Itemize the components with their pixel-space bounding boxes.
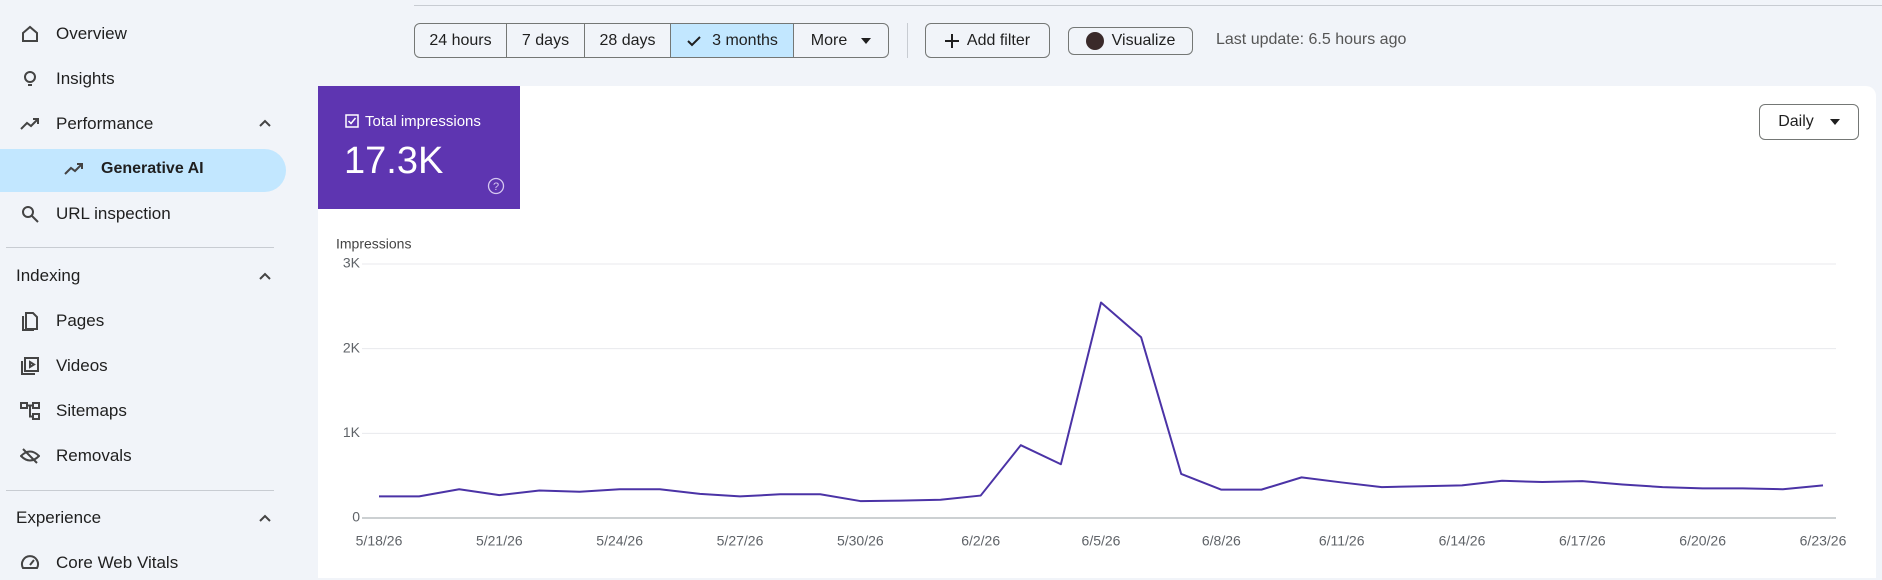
caret bbox=[861, 37, 872, 44]
nav-highlight bbox=[0, 149, 286, 192]
icon bbox=[24, 71, 36, 86]
icon bbox=[20, 118, 39, 130]
collapse-icon[interactable] bbox=[258, 118, 272, 128]
range-button[interactable]: 24 hours bbox=[414, 23, 507, 58]
icon bbox=[21, 357, 39, 375]
chart-card bbox=[318, 86, 1876, 578]
section-title[interactable]: Experience bbox=[16, 508, 102, 527]
range-button-selected[interactable]: 3 months bbox=[670, 23, 794, 58]
icon bbox=[20, 448, 40, 464]
nav-item[interactable]: Overview bbox=[56, 24, 127, 43]
nav-item[interactable]: Pages bbox=[56, 311, 105, 330]
add-filter-button[interactable]: Add filter bbox=[925, 23, 1050, 58]
x-tick-label: 6/20/26 bbox=[1679, 533, 1726, 549]
section-title[interactable]: Indexing bbox=[16, 266, 81, 285]
icon bbox=[20, 402, 40, 420]
nav-item[interactable]: Core Web Vitals bbox=[56, 553, 179, 572]
checkbox[interactable] bbox=[345, 114, 359, 128]
label: Add filter bbox=[966, 31, 1031, 49]
x-tick-label: 6/5/26 bbox=[1082, 533, 1121, 549]
series-line bbox=[379, 301, 1824, 503]
nav-item[interactable]: Performance bbox=[56, 114, 154, 133]
metric-label: Total impressions bbox=[365, 113, 481, 130]
divider bbox=[6, 490, 274, 491]
metric-card[interactable]: Total impressions 17.3K ? bbox=[318, 86, 520, 209]
range-menu[interactable]: More bbox=[793, 23, 889, 58]
range-button[interactable]: 7 days bbox=[506, 23, 585, 58]
label: More bbox=[810, 31, 848, 49]
icon bbox=[22, 206, 39, 223]
label: Daily bbox=[1778, 113, 1814, 130]
help-icon[interactable]: ? bbox=[487, 177, 505, 195]
nav-item[interactable]: Removals bbox=[56, 446, 132, 465]
x-tick-label: 5/24/26 bbox=[596, 533, 643, 549]
x-tick-label: 6/14/26 bbox=[1439, 533, 1486, 549]
y-tick-label: 1K bbox=[343, 424, 361, 440]
x-tick-label: 6/8/26 bbox=[1202, 533, 1241, 549]
label: 3 months bbox=[712, 31, 778, 49]
visualize-button[interactable]: Visualize bbox=[1068, 27, 1193, 55]
nav-item[interactable]: Insights bbox=[56, 69, 115, 88]
divider bbox=[6, 247, 274, 248]
metric-value: 17.3K bbox=[344, 140, 444, 182]
x-tick-label: 6/11/26 bbox=[1319, 533, 1365, 549]
svg-text:?: ? bbox=[493, 181, 499, 193]
label: Visualize bbox=[1111, 32, 1176, 49]
last-update: Last update: 6.5 hours ago bbox=[1216, 31, 1407, 48]
icon bbox=[22, 25, 38, 42]
avatar bbox=[1085, 32, 1104, 50]
y-tick-label: 0 bbox=[352, 509, 360, 525]
icon bbox=[22, 312, 38, 331]
x-tick-label: 6/2/26 bbox=[961, 533, 1000, 549]
icon bbox=[21, 555, 39, 569]
caret bbox=[1829, 119, 1840, 125]
collapse-icon[interactable] bbox=[258, 513, 272, 523]
nav-item[interactable]: Videos bbox=[56, 356, 108, 375]
toolbar-divider bbox=[907, 23, 908, 58]
x-tick-label: 5/18/26 bbox=[356, 533, 403, 549]
y-tick-label: 3K bbox=[343, 255, 361, 271]
range-button[interactable]: 28 days bbox=[584, 23, 671, 58]
top-rule bbox=[414, 5, 1882, 6]
icon bbox=[64, 163, 83, 175]
granularity-select[interactable]: Daily bbox=[1759, 104, 1859, 140]
nav-item[interactable]: Sitemaps bbox=[56, 401, 127, 420]
x-tick-label: 5/27/26 bbox=[717, 533, 764, 549]
collapse-icon[interactable] bbox=[258, 271, 272, 281]
x-tick-label: 6/23/26 bbox=[1800, 533, 1847, 549]
x-tick-label: 5/21/26 bbox=[476, 533, 523, 549]
y-axis-title: Impressions bbox=[336, 236, 411, 252]
x-tick-label: 6/17/26 bbox=[1559, 533, 1606, 549]
plus-icon bbox=[944, 33, 959, 48]
nav-item[interactable]: URL inspection bbox=[56, 204, 171, 223]
x-tick-label: 5/30/26 bbox=[837, 533, 884, 549]
y-tick-label: 2K bbox=[343, 339, 361, 355]
check-icon bbox=[687, 35, 701, 46]
nav-item-active[interactable]: Generative AI bbox=[101, 160, 204, 177]
